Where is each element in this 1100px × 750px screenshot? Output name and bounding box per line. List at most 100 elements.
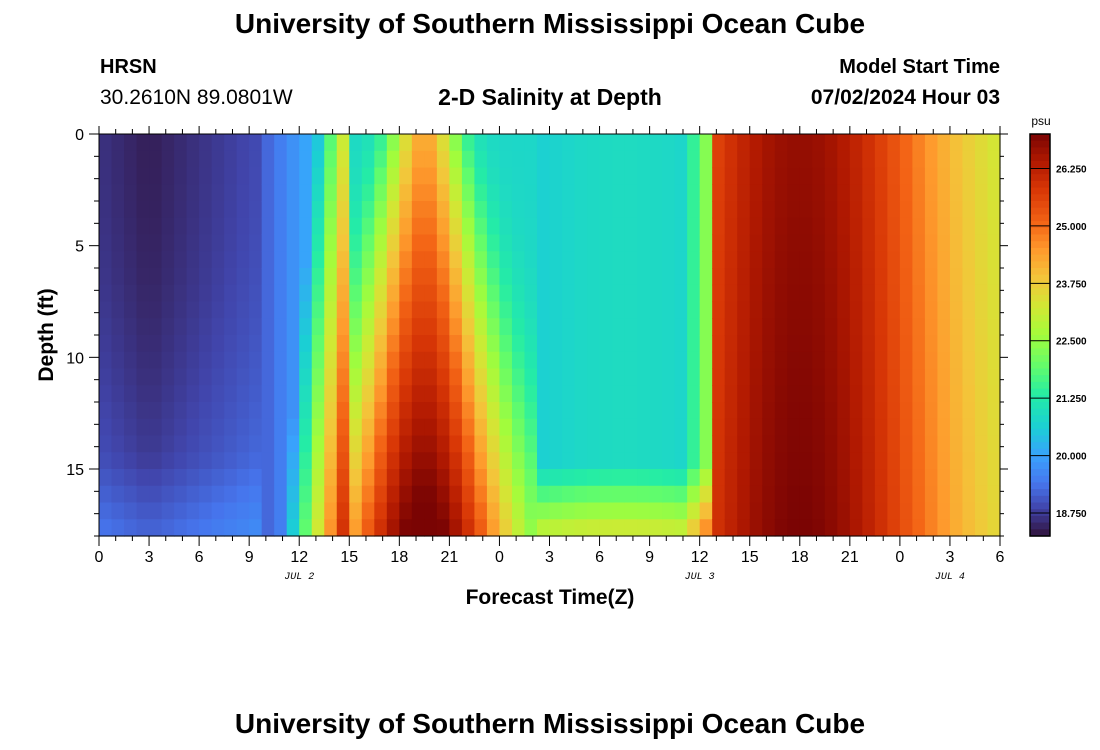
heatmap-cell: [737, 435, 751, 453]
heatmap-cell: [624, 368, 638, 386]
heatmap-cell: [862, 268, 876, 286]
heatmap-cell: [524, 318, 538, 336]
colorbar-segment: [1030, 268, 1050, 276]
heatmap-cell: [236, 201, 250, 219]
heatmap-cell: [174, 268, 188, 286]
heatmap-cell: [249, 201, 263, 219]
heatmap-cell: [199, 284, 213, 303]
heatmap-cell: [411, 134, 425, 152]
heatmap-cell: [461, 217, 476, 236]
heatmap-cell: [236, 150, 250, 169]
heatmap-cell: [399, 469, 413, 487]
heatmap-cell: [336, 502, 350, 520]
heatmap-cell: [599, 251, 613, 269]
heatmap-cell: [411, 184, 425, 202]
heatmap-cell: [536, 184, 551, 202]
heatmap-cell: [824, 385, 838, 403]
heatmap-cell: [386, 368, 400, 386]
heatmap-cell: [899, 251, 913, 269]
heatmap-cell: [324, 150, 338, 169]
heatmap-cell: [299, 469, 313, 487]
heatmap-cell: [399, 485, 413, 504]
heatmap-cell: [649, 469, 663, 487]
heatmap-cell: [662, 217, 676, 236]
heatmap-cell: [424, 301, 438, 319]
heatmap-cell: [399, 402, 413, 420]
heatmap-cell: [849, 402, 863, 420]
heatmap-cell: [674, 234, 688, 252]
heatmap-cell: [461, 368, 476, 386]
heatmap-cell: [899, 167, 913, 185]
heatmap-cell: [849, 368, 863, 386]
heatmap-cell: [949, 234, 964, 252]
heatmap-cell: [274, 268, 288, 286]
heatmap-cell: [186, 385, 200, 403]
heatmap-cell: [887, 368, 901, 386]
heatmap-cell: [849, 201, 863, 219]
heatmap-cell: [224, 368, 238, 386]
heatmap-cell: [649, 435, 663, 453]
colorbar-segment: [1030, 254, 1050, 262]
heatmap-cell: [136, 519, 150, 537]
heatmap-cell: [824, 134, 838, 152]
heatmap-cell: [624, 318, 638, 336]
heatmap-cell: [436, 469, 450, 487]
heatmap-cell: [261, 217, 275, 236]
heatmap-cell: [461, 485, 476, 504]
heatmap-cell: [887, 351, 901, 370]
heatmap-cell: [974, 284, 989, 303]
heatmap-cell: [499, 284, 513, 303]
heatmap-cell: [737, 184, 751, 202]
heatmap-cell: [924, 485, 939, 504]
heatmap-cell: [249, 268, 263, 286]
heatmap-cell: [849, 502, 863, 520]
heatmap-cell: [311, 268, 325, 286]
heatmap-cell: [374, 435, 388, 453]
heatmap-cell: [924, 351, 939, 370]
heatmap-cell: [737, 301, 751, 319]
heatmap-cell: [624, 301, 638, 319]
heatmap-cell: [249, 519, 263, 537]
heatmap-cell: [399, 284, 413, 303]
heatmap-cell: [336, 485, 350, 504]
colorbar-segment: [1030, 415, 1050, 423]
heatmap-cell: [874, 234, 888, 252]
heatmap-cell: [186, 201, 200, 219]
heatmap-cell: [749, 217, 763, 236]
heatmap-cell: [587, 385, 601, 403]
heatmap-cell: [349, 201, 363, 219]
heatmap-cell: [687, 234, 701, 252]
heatmap-cell: [524, 284, 538, 303]
colorbar-segment: [1030, 502, 1050, 510]
heatmap-cell: [637, 418, 651, 437]
heatmap-cell: [336, 452, 350, 470]
heatmap-cell: [687, 201, 701, 219]
heatmap-cell: [962, 150, 976, 169]
heatmap-cell: [824, 217, 838, 236]
heatmap-cell: [324, 184, 338, 202]
heatmap-cell: [662, 469, 676, 487]
heatmap-cell: [461, 469, 476, 487]
heatmap-cell: [149, 184, 163, 202]
heatmap-cell: [899, 452, 913, 470]
heatmap-cell: [962, 268, 976, 286]
heatmap-cell: [499, 385, 513, 403]
heatmap-cell: [612, 351, 626, 370]
heatmap-cell: [236, 335, 250, 353]
heatmap-cell: [374, 418, 388, 437]
heatmap-cell: [637, 201, 651, 219]
heatmap-cell: [274, 519, 288, 537]
heatmap-cell: [774, 435, 788, 453]
heatmap-cell: [474, 469, 488, 487]
heatmap-cell: [724, 351, 738, 370]
heatmap-cell: [924, 184, 939, 202]
heatmap-cell: [937, 452, 951, 470]
heatmap-cell: [924, 519, 939, 537]
heatmap-cell: [874, 351, 888, 370]
heatmap-cell: [536, 134, 551, 152]
heatmap-cell: [562, 519, 576, 537]
heatmap-cell: [962, 435, 976, 453]
heatmap-cell: [349, 485, 363, 504]
heatmap-cell: [812, 251, 826, 269]
heatmap-cell: [624, 134, 638, 152]
